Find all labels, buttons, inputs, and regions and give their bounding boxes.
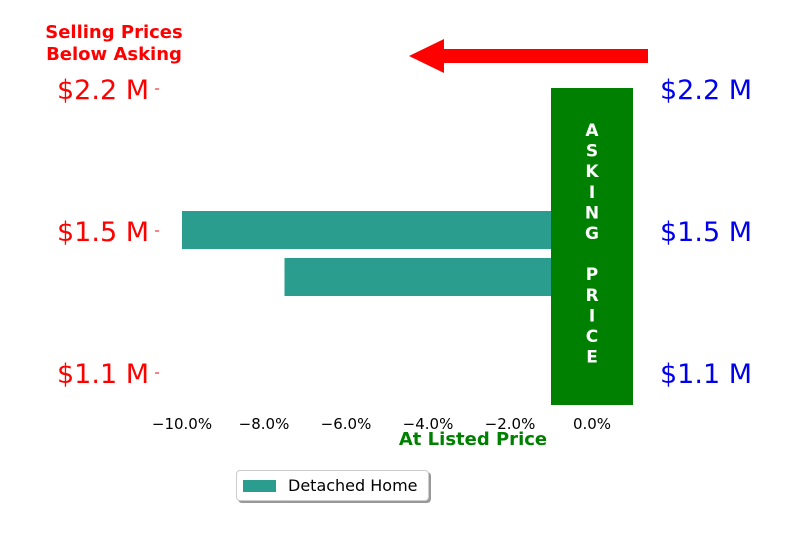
- chart-title-line-1: Selling Prices: [45, 22, 182, 43]
- right-y-tick-label: $1.5 M: [660, 217, 752, 248]
- bar-1: [284, 258, 592, 296]
- legend: Detached Home: [236, 470, 429, 501]
- asking-band-letter: G: [585, 224, 599, 244]
- asking-band-letter: I: [589, 183, 595, 203]
- left-y-tick-label: $2.2 M: [57, 75, 149, 106]
- asking-band-letter: E: [586, 348, 598, 368]
- chart-title-line-2: Below Asking: [46, 44, 182, 65]
- x-axis-ticks: −10.0% −8.0% −6.0% −4.0% −2.0% 0.0%: [152, 415, 611, 433]
- chart-title: Selling Prices Below Asking: [45, 22, 182, 65]
- asking-band-letter: I: [589, 306, 595, 326]
- x-tick-label: −6.0%: [321, 415, 372, 433]
- x-tick-label: −10.0%: [152, 415, 212, 433]
- x-tick-label: −2.0%: [485, 415, 536, 433]
- bars-group: [182, 211, 592, 296]
- asking-band-letter: N: [585, 203, 599, 223]
- right-axis-ticks: $2.2 M $1.5 M $1.1 M: [660, 75, 752, 390]
- asking-price-band: [551, 88, 633, 405]
- bar-0: [182, 211, 592, 249]
- x-tick-label: −4.0%: [403, 415, 454, 433]
- right-y-tick-label: $2.2 M: [660, 75, 752, 106]
- left-axis-ticks: $2.2 M $1.5 M $1.1 M: [57, 75, 159, 390]
- asking-band-letter: K: [585, 162, 599, 182]
- left-y-tick-label: $1.5 M: [57, 217, 149, 248]
- asking-band-letter: C: [586, 327, 598, 347]
- left-y-tick-label: $1.1 M: [57, 359, 149, 390]
- x-axis-label: At Listed Price: [399, 429, 547, 450]
- asking-band-letter: A: [585, 121, 599, 141]
- x-tick-label: 0.0%: [573, 415, 611, 433]
- asking-band-letter: R: [585, 286, 598, 306]
- x-tick-label: −8.0%: [239, 415, 290, 433]
- right-y-tick-label: $1.1 M: [660, 359, 752, 390]
- asking-band-letter: S: [586, 142, 598, 162]
- legend-swatch: [243, 479, 276, 492]
- asking-band-letter: P: [586, 265, 598, 285]
- legend-label-detached-home: Detached Home: [288, 476, 418, 495]
- left-arrow-icon: [409, 39, 648, 73]
